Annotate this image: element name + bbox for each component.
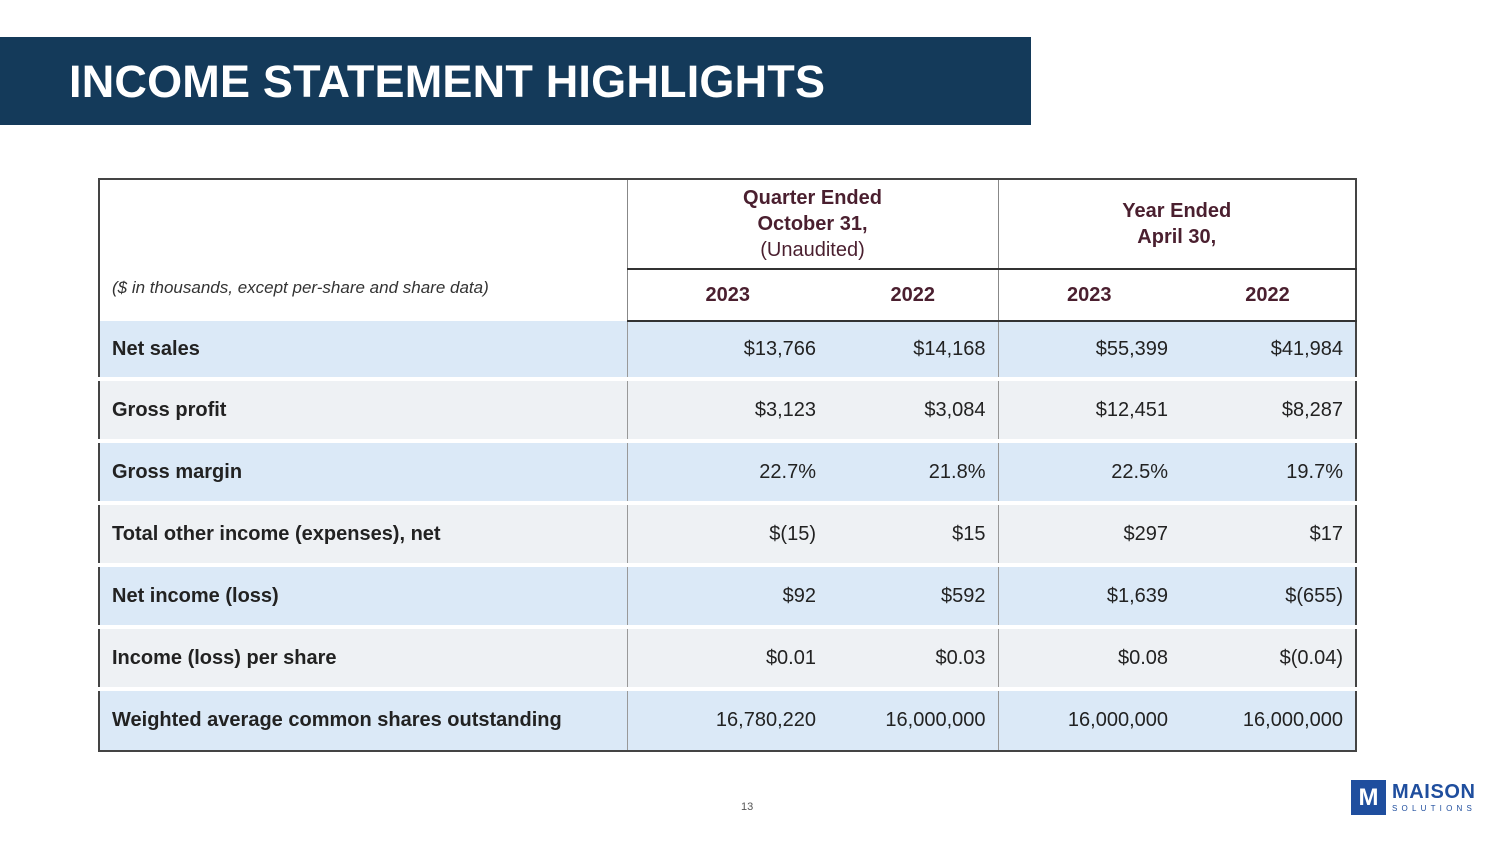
year-line1: Year Ended (1122, 200, 1232, 222)
row-value: 22.5% (998, 439, 1181, 503)
row-value: $13,766 (627, 321, 828, 379)
page-title: INCOME STATEMENT HIGHLIGHTS (69, 56, 826, 107)
year-header: 2022 (828, 269, 999, 322)
logo-mark-icon: M (1351, 780, 1386, 815)
row-value: $(655) (1180, 563, 1357, 627)
company-logo: M MAISON SOLUTIONS (1351, 780, 1477, 816)
row-value: $1,639 (998, 563, 1181, 627)
row-label: Gross profit (99, 377, 628, 441)
row-value: $14,168 (828, 321, 999, 379)
income-statement-table: ($ in thousands, except per-share and sh… (98, 178, 1358, 752)
row-value: 22.7% (627, 439, 828, 503)
table-header-group-row: ($ in thousands, except per-share and sh… (99, 179, 1357, 321)
table-header-year-row: 2023 2022 2023 2022 (99, 269, 1357, 322)
row-label: Gross margin (99, 439, 628, 503)
row-value: $17 (1180, 501, 1357, 565)
row-label: Net sales (99, 321, 628, 379)
table-row: Gross margin 22.7% 21.8% 22.5% 19.7% (99, 439, 1357, 503)
table-row: Weighted average common shares outstandi… (99, 687, 1357, 751)
header-quarter-ended: Quarter Ended October 31, (Unaudited) (627, 179, 999, 270)
row-value: $8,287 (1180, 377, 1357, 441)
year-header: 2023 (627, 269, 828, 322)
year-header: 2022 (1180, 269, 1357, 322)
quarter-line2: October 31, (757, 213, 868, 235)
row-value: $(15) (627, 501, 828, 565)
year-line2: April 30, (1137, 226, 1217, 248)
row-value: $0.08 (998, 625, 1181, 689)
row-value: $0.01 (627, 625, 828, 689)
row-value: 16,000,000 (828, 687, 999, 751)
logo-name: MAISON (1392, 781, 1476, 803)
row-label: Total other income (expenses), net (99, 501, 628, 565)
table-row: Gross profit $3,123 $3,084 $12,451 $8,28… (99, 377, 1357, 441)
row-value: $92 (627, 563, 828, 627)
row-value: 16,780,220 (627, 687, 828, 751)
units-note: ($ in thousands, except per-share and sh… (99, 179, 628, 321)
header-year-ended: Year Ended April 30, (998, 179, 1357, 270)
quarter-line1: Quarter Ended (743, 187, 882, 209)
title-bar: INCOME STATEMENT HIGHLIGHTS (0, 37, 1031, 125)
quarter-line3: (Unaudited) (760, 239, 865, 261)
row-value: $41,984 (1180, 321, 1357, 379)
row-value: $3,084 (828, 377, 999, 441)
table-row: Total other income (expenses), net $(15)… (99, 501, 1357, 565)
row-value: $(0.04) (1180, 625, 1357, 689)
row-value: 16,000,000 (1180, 687, 1357, 751)
row-value: $12,451 (998, 377, 1181, 441)
table-row: Income (loss) per share $0.01 $0.03 $0.0… (99, 625, 1357, 689)
table-row: Net sales $13,766 $14,168 $55,399 $41,98… (99, 321, 1357, 379)
table-row: Net income (loss) $92 $592 $1,639 $(655) (99, 563, 1357, 627)
row-value: 21.8% (828, 439, 999, 503)
row-label: Income (loss) per share (99, 625, 628, 689)
row-value: 16,000,000 (998, 687, 1181, 751)
row-label: Net income (loss) (99, 563, 628, 627)
row-value: $3,123 (627, 377, 828, 441)
page-number: 13 (741, 801, 754, 813)
year-header: 2023 (998, 269, 1181, 322)
row-value: 19.7% (1180, 439, 1357, 503)
row-value: $297 (998, 501, 1181, 565)
row-label: Weighted average common shares outstandi… (99, 687, 628, 751)
logo-tagline: SOLUTIONS (1392, 804, 1477, 813)
row-value: $592 (828, 563, 999, 627)
row-value: $15 (828, 501, 999, 565)
row-value: $55,399 (998, 321, 1181, 379)
row-value: $0.03 (828, 625, 999, 689)
